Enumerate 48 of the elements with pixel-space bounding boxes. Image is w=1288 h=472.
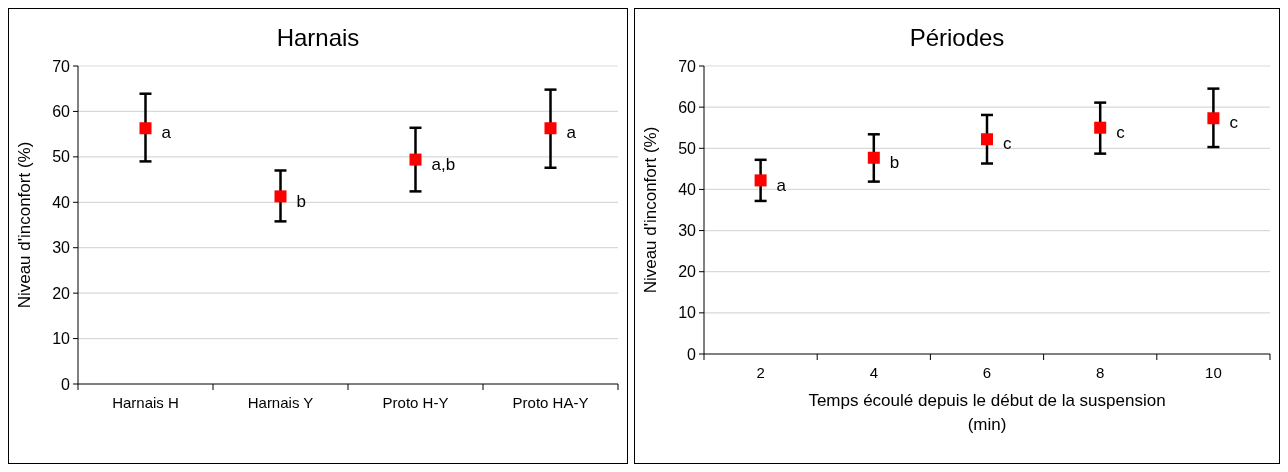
y-axis-title: Niveau d'inconfort (%) xyxy=(641,126,660,294)
y-axis-title: Niveau d'inconfort (%) xyxy=(15,141,34,309)
x-tick-label: 2 xyxy=(756,364,765,381)
y-tick-label: 60 xyxy=(52,103,71,121)
x-tick-label: Harnais H xyxy=(112,394,179,411)
y-tick-label: 50 xyxy=(52,148,71,166)
x-tick-label: 6 xyxy=(982,364,992,381)
chart-title: Périodes xyxy=(909,24,1005,51)
point xyxy=(981,133,993,146)
y-tick-label: 0 xyxy=(61,375,71,393)
y-tick-label: 70 xyxy=(52,57,71,75)
x-tick-label: Proto H-Y xyxy=(382,394,449,411)
y-tick-label: 50 xyxy=(678,139,697,157)
annotation: b xyxy=(296,191,306,211)
y-tick-label: 60 xyxy=(678,98,697,116)
point xyxy=(1094,121,1107,134)
annotation: c xyxy=(1003,134,1012,154)
y-tick-label: 40 xyxy=(52,193,71,211)
y-tick-label: 20 xyxy=(52,284,71,302)
y-tick-label: 10 xyxy=(678,304,697,322)
y-tick-label: 70 xyxy=(678,57,697,75)
x-tick-label: Harnais Y xyxy=(247,394,314,411)
annotation: c xyxy=(1229,113,1239,133)
x-axis-title: Temps écoulé depuis le début de la suspension (min) xyxy=(808,391,1166,434)
point xyxy=(274,190,287,203)
point xyxy=(409,153,422,166)
annotation: b xyxy=(889,152,900,172)
x-tick-label: Proto HA-Y xyxy=(512,394,589,411)
annotation: a,b xyxy=(431,154,456,174)
point xyxy=(867,151,880,164)
x-tick-label: 8 xyxy=(1096,364,1105,381)
annotation: a xyxy=(776,175,787,195)
annotation: a xyxy=(566,123,577,143)
annotation: a xyxy=(161,123,172,143)
y-tick-label: 20 xyxy=(678,263,697,281)
x-tick-label: 4 xyxy=(869,364,878,381)
x-tick-label: 10 xyxy=(1205,364,1222,381)
point xyxy=(1207,112,1220,125)
y-tick-label: 0 xyxy=(687,345,697,363)
y-tick-label: 10 xyxy=(52,330,71,348)
point xyxy=(544,122,557,135)
point xyxy=(139,122,152,135)
y-tick-label: 30 xyxy=(52,239,71,257)
point xyxy=(754,174,767,187)
annotation: c xyxy=(1116,122,1126,142)
y-tick-label: 30 xyxy=(678,222,697,240)
y-tick-label: 40 xyxy=(678,181,697,199)
chart-title: Harnais xyxy=(276,24,360,51)
